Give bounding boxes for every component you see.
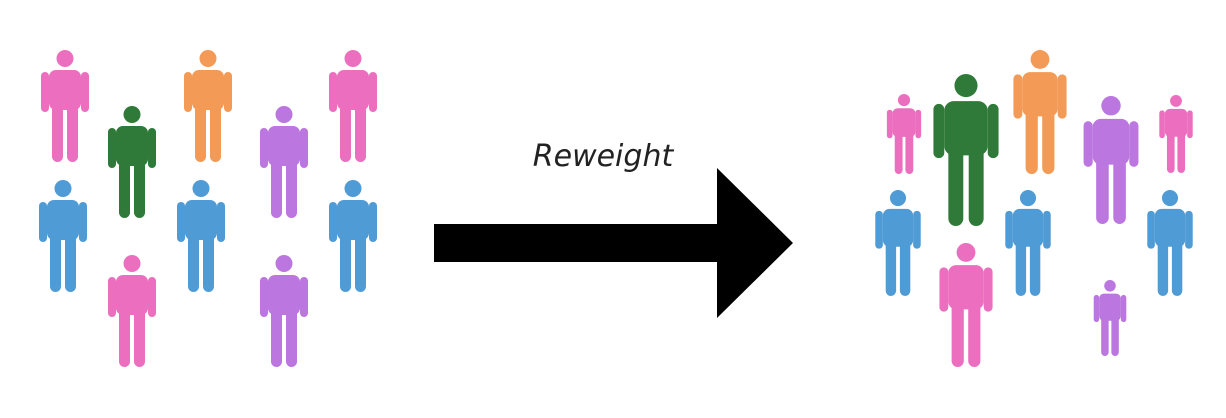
left-person-blue-icon [177, 180, 225, 292]
left-person-pink-icon [41, 50, 89, 162]
right-person-purple-icon [1093, 280, 1127, 356]
right-person-pink-icon [1159, 95, 1193, 173]
left-population [39, 50, 377, 367]
right-person-blue-icon [1005, 190, 1051, 296]
right-person-green-icon [933, 74, 999, 226]
left-person-green-icon [108, 106, 156, 218]
right-person-purple-icon [1083, 96, 1139, 224]
left-person-blue-icon [329, 180, 377, 292]
right-person-blue-icon [1147, 190, 1193, 296]
right-person-blue-icon [875, 190, 921, 296]
arrow-icon [434, 168, 793, 318]
left-person-purple-icon [260, 255, 308, 367]
right-person-pink-icon [939, 243, 993, 367]
left-person-pink-icon [329, 50, 377, 162]
left-person-orange-icon [184, 50, 232, 162]
reweight-label: Reweight [533, 139, 675, 174]
right-person-pink-icon [886, 94, 922, 174]
right-person-orange-icon [1013, 50, 1067, 174]
left-person-pink-icon [108, 255, 156, 367]
left-person-purple-icon [260, 106, 308, 218]
reweight-arrow [434, 168, 793, 318]
left-person-blue-icon [39, 180, 87, 292]
right-population [875, 50, 1193, 367]
